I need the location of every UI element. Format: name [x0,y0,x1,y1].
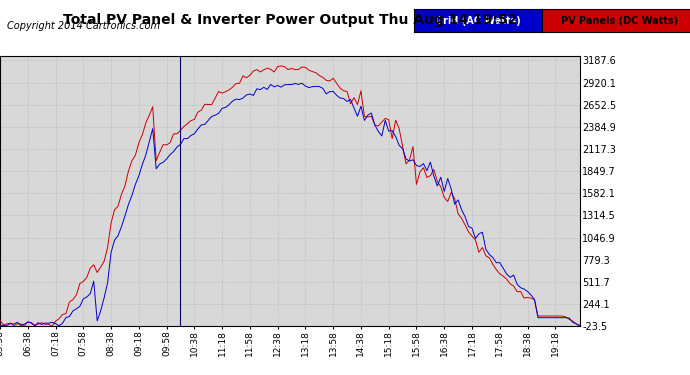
Text: Total PV Panel & Inverter Power Output Thu Aug 14 19:52: Total PV Panel & Inverter Power Output T… [63,13,517,27]
Text: PV Panels (DC Watts): PV Panels (DC Watts) [561,16,678,26]
Text: Copyright 2014 Cartronics.com: Copyright 2014 Cartronics.com [7,21,160,31]
Text: Grid (AC Watts): Grid (AC Watts) [435,16,521,26]
